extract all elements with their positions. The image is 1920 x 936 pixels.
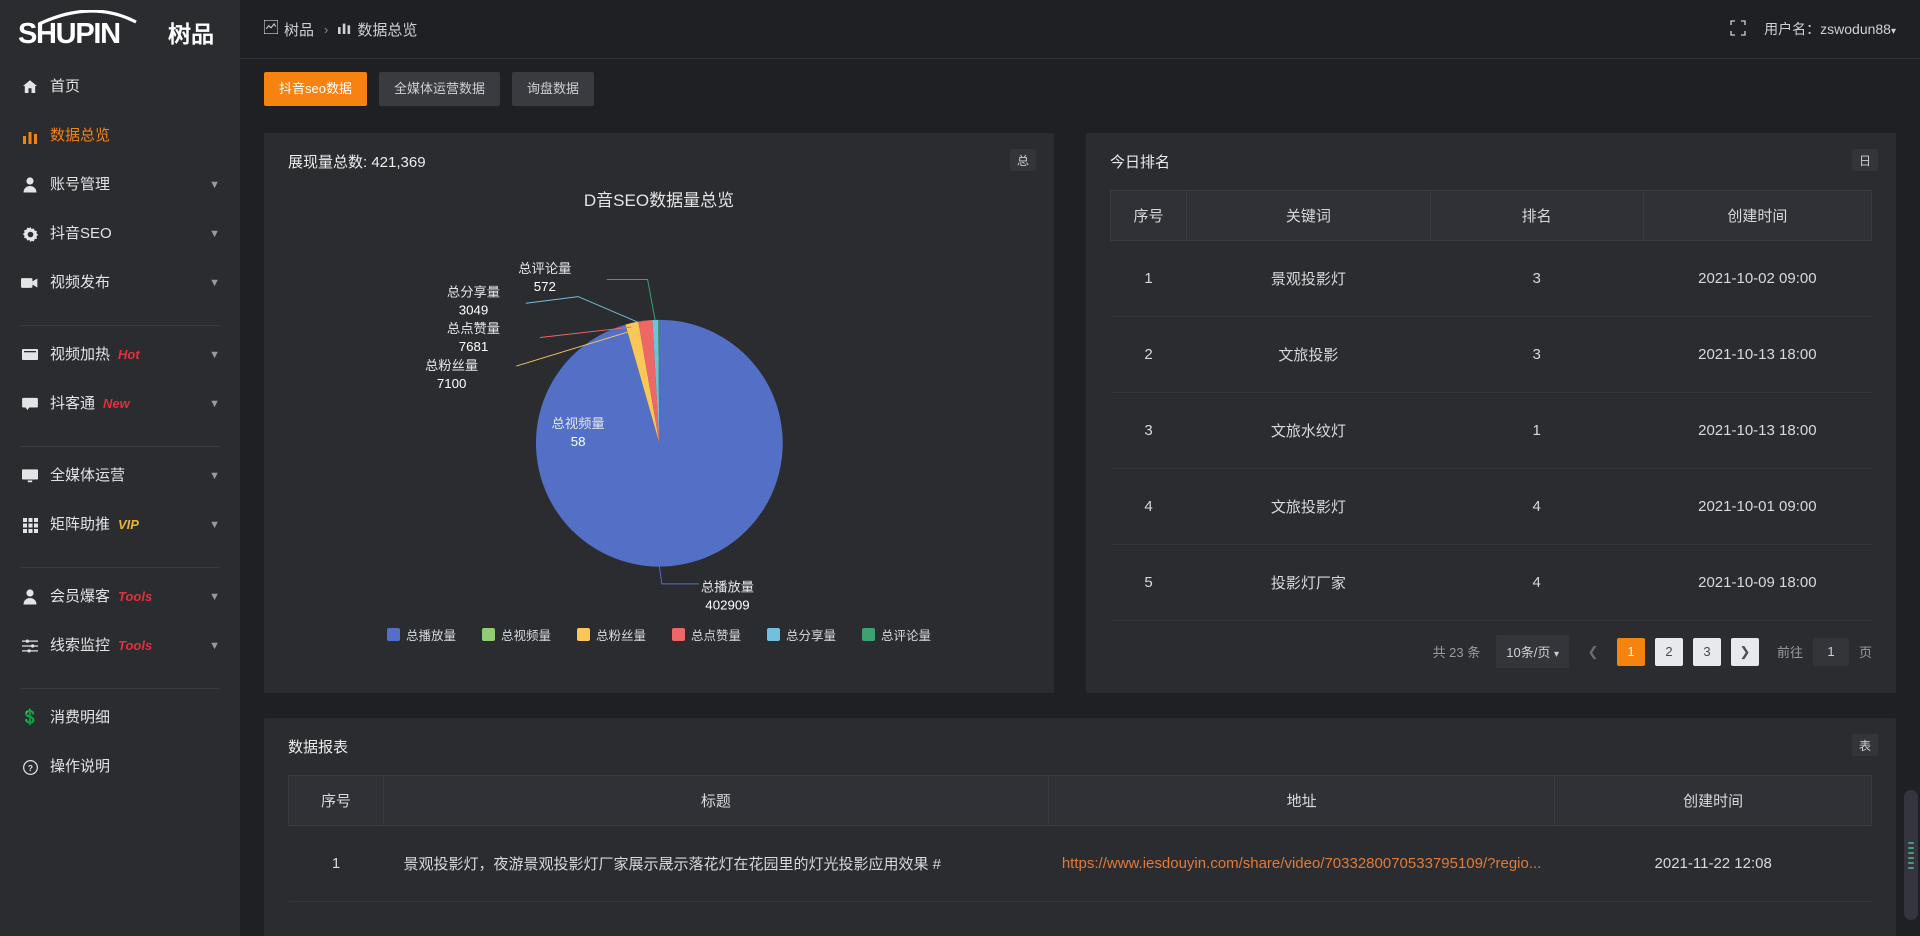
svg-text:树品: 树品: [168, 21, 214, 47]
svg-text:402909: 402909: [705, 598, 749, 613]
svg-text:总分享量: 总分享量: [447, 284, 500, 300]
svg-text:572: 572: [534, 279, 556, 294]
svg-text:58: 58: [571, 434, 586, 449]
svg-text:SHUPIN: SHUPIN: [18, 18, 120, 50]
svg-text:总视频量: 总视频量: [552, 416, 605, 431]
svg-text:7100: 7100: [437, 376, 467, 391]
svg-text:?: ?: [27, 762, 32, 772]
svg-text:7681: 7681: [459, 339, 489, 354]
svg-text:总粉丝量: 总粉丝量: [425, 358, 478, 373]
svg-text:总播放量: 总播放量: [701, 580, 754, 595]
svg-text:总点赞量: 总点赞量: [447, 321, 500, 336]
svg-text:3049: 3049: [459, 303, 489, 318]
svg-text:总评论量: 总评论量: [518, 261, 571, 276]
